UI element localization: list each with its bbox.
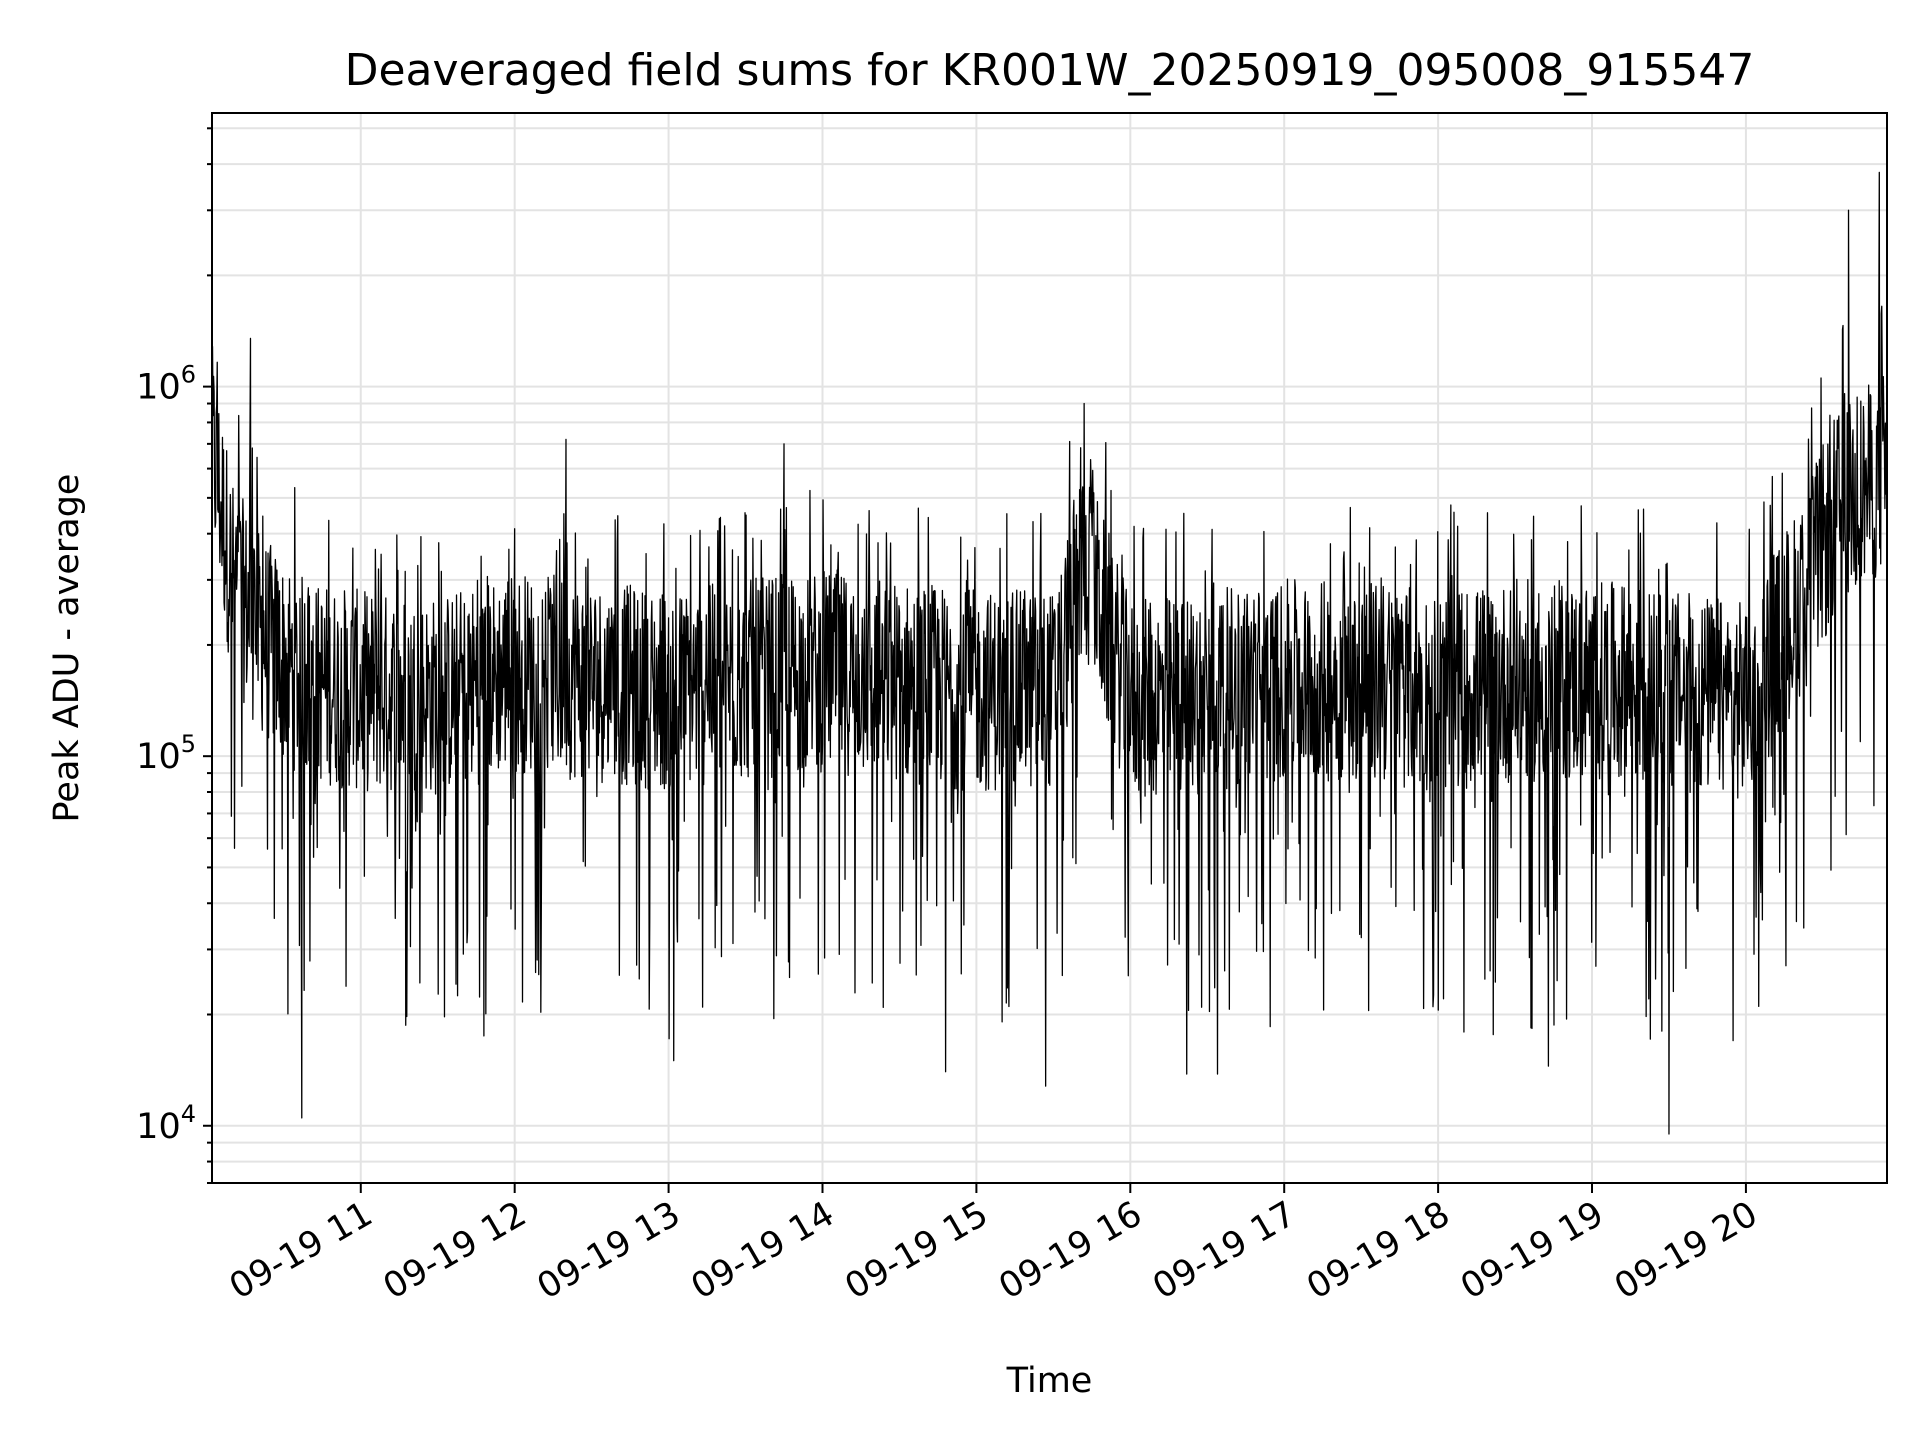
y-tick-exponent: 6 [181, 361, 196, 389]
y-tick-base: 10 [136, 737, 181, 777]
y-tick-exponent: 4 [181, 1100, 196, 1128]
series-layer [211, 171, 1888, 1135]
series-line [211, 171, 1888, 1135]
y-tick-base: 10 [136, 368, 181, 408]
x-axis-label: Time [1006, 1361, 1093, 1401]
y-tick-label: 105 [136, 730, 196, 777]
y-axis-label: Peak ADU - average [47, 474, 87, 823]
chart-title: Deaveraged field sums for KR001W_2025091… [345, 45, 1755, 96]
y-tick-base: 10 [136, 1107, 181, 1147]
y-tick-label: 106 [136, 361, 196, 408]
y-tick-exponent: 5 [181, 730, 196, 758]
plot-frame [211, 112, 1888, 1184]
y-tick-label: 104 [136, 1100, 196, 1147]
